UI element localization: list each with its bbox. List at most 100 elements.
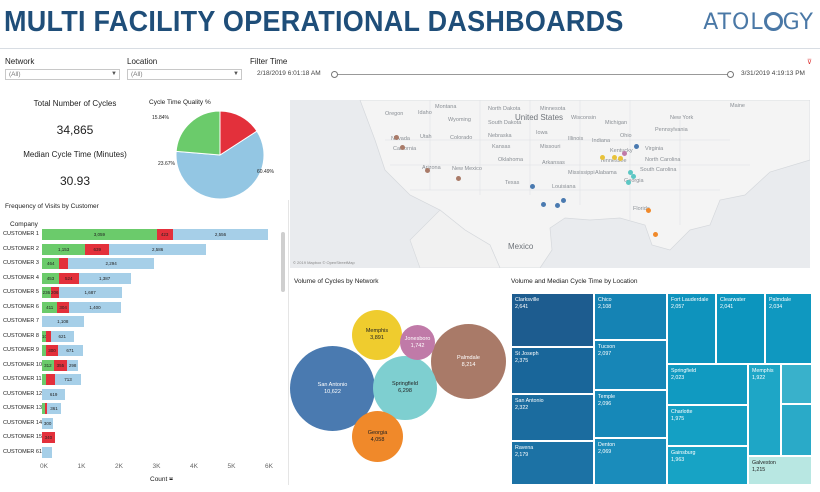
treemap-cell[interactable]: Charlotte 1,975 [667, 405, 748, 446]
time-slider-end-handle[interactable] [727, 71, 734, 78]
facility-marker[interactable] [631, 174, 636, 179]
bubble-georgia[interactable]: Georgia 4,058 [352, 411, 403, 462]
page-title: MULTI FACILITY OPERATIONAL DASHBOARDS [4, 6, 624, 38]
bar-segment[interactable] [42, 446, 52, 458]
facility-marker[interactable] [653, 232, 658, 237]
bar-segment[interactable]: 2,556 [172, 229, 269, 240]
treemap-cell[interactable]: Springfield 2,023 [667, 364, 748, 405]
bar-segment[interactable]: 1,687 [58, 287, 122, 298]
x-tick-label: 2K [115, 463, 123, 470]
visits-scrollbar[interactable] [281, 232, 285, 292]
facility-marker[interactable] [634, 144, 639, 149]
bar-segment[interactable]: 3,059 [42, 229, 157, 240]
treemap-cell[interactable] [781, 404, 812, 456]
bar-segment[interactable]: 109 [42, 330, 47, 342]
bubble-memphis[interactable]: Memphis 3,891 [352, 310, 402, 360]
clear-filter-icon[interactable]: ⊽ [806, 59, 812, 66]
bar-segment[interactable]: 411 [42, 301, 58, 313]
logo-ring-icon [763, 12, 783, 31]
facility-marker[interactable] [646, 208, 651, 213]
map-label-illinois: Illinois [568, 136, 584, 142]
time-slider-track[interactable] [334, 74, 732, 75]
treemap-cell[interactable]: Chico 2,108 [594, 293, 667, 340]
treemap-cell-value: 2,179 [515, 452, 529, 458]
bubble-palmdale[interactable]: Palmdale 8,214 [431, 324, 506, 399]
bar-segment[interactable]: 2,294 [68, 258, 155, 269]
facility-marker[interactable] [394, 135, 399, 140]
facility-marker[interactable] [400, 145, 405, 150]
bar-segment[interactable]: 300 [42, 417, 54, 429]
bar-segment[interactable] [42, 403, 46, 414]
bar-segment[interactable]: 713 [54, 374, 82, 385]
treemap-cell[interactable]: Clarksville 2,641 [511, 293, 594, 347]
bar-segment[interactable]: 236 [42, 287, 51, 298]
facility-marker[interactable] [555, 203, 560, 208]
bar-segment[interactable] [46, 330, 51, 342]
bar-segment[interactable]: 464 [42, 258, 60, 269]
treemap-cell[interactable]: St Joseph 2,375 [511, 347, 594, 394]
facility-marker[interactable] [622, 151, 627, 156]
facility-marker[interactable] [425, 168, 430, 173]
bubble-jonesboro[interactable]: Jonesboro 1,742 [400, 325, 435, 360]
facility-marker[interactable] [541, 202, 546, 207]
location-dropdown[interactable]: (All) ▼ [127, 69, 242, 80]
bar-segment[interactable] [46, 374, 55, 385]
pie-slice-bad[interactable] [219, 110, 258, 156]
treemap-cell[interactable]: San Antonio 2,322 [511, 394, 594, 441]
treemap-cell[interactable]: Temple 2,096 [594, 390, 667, 438]
bar-segment[interactable]: 2,586 [109, 243, 207, 255]
bar-segment[interactable]: 1,387 [78, 272, 131, 284]
bar-segment[interactable]: 639 [85, 243, 110, 255]
facility-marker[interactable] [618, 156, 623, 161]
time-slider-start-handle[interactable] [331, 71, 338, 78]
x-tick-label: 6K [265, 463, 273, 470]
bar-segment[interactable] [45, 403, 48, 414]
treemap-cell[interactable]: Memphis 1,922 [748, 364, 781, 456]
pie-slice-ok[interactable] [175, 110, 221, 156]
bar-segment[interactable]: 304 [57, 301, 69, 313]
treemap-cell[interactable] [781, 364, 812, 404]
bar-segment[interactable]: 671 [57, 345, 83, 356]
bar-segment[interactable]: 1,400 [68, 301, 122, 313]
bar-segment[interactable]: 361 [47, 403, 61, 414]
bar-segment[interactable]: 619 [42, 388, 66, 400]
bar-segment[interactable]: 298 [67, 359, 79, 371]
bar-segment[interactable]: 1,153 [42, 243, 86, 255]
facility-marker[interactable] [456, 176, 461, 181]
x-tick-label: 0K [40, 463, 48, 470]
bar-segment[interactable]: 524 [58, 272, 79, 284]
treemap-cell[interactable]: Gainsburg 1,963 [667, 446, 748, 485]
pie-slice-good[interactable] [175, 130, 265, 200]
facility-map[interactable]: United States Mexico Oregon Idaho Wyomin… [290, 100, 810, 268]
bar-segment[interactable]: 312 [42, 359, 54, 371]
treemap-cell[interactable]: Tucson 2,097 [594, 340, 667, 390]
bar-segment[interactable]: 355 [53, 359, 67, 371]
facility-marker[interactable] [561, 198, 566, 203]
map-label-virginia: Virginia [645, 146, 664, 152]
facility-marker[interactable] [626, 180, 631, 185]
facility-marker[interactable] [628, 170, 633, 175]
bar-segment[interactable]: 1,108 [42, 316, 84, 327]
treemap-cell[interactable]: Clearwater 2,041 [716, 293, 765, 364]
bar-segment[interactable]: 621 [50, 330, 74, 342]
bar-segment[interactable]: 206 [50, 287, 59, 298]
treemap-cell[interactable]: Galveston 1,215 [748, 456, 812, 485]
bar-segment[interactable]: 300 [46, 345, 58, 356]
bar-segment[interactable]: 453 [42, 272, 59, 284]
facility-marker[interactable] [612, 155, 617, 160]
median-cycle-time-label: Median Cycle Time (Minutes) [23, 150, 127, 159]
bar-segment[interactable] [42, 374, 47, 385]
bar-segment[interactable] [42, 345, 47, 356]
treemap-cell[interactable]: Palmdale 2,034 [765, 293, 812, 364]
treemap-cell[interactable]: Denton 2,069 [594, 438, 667, 485]
sort-icon[interactable]: ⩸ [169, 476, 174, 483]
treemap-cell[interactable]: Fort Lauderdale 2,057 [667, 293, 716, 364]
bar-segment[interactable]: 340 [42, 432, 55, 443]
bar-segment[interactable]: 423 [156, 229, 173, 240]
bubble-springfield[interactable]: Springfield 6,298 [373, 356, 437, 420]
bar-segment[interactable] [59, 258, 69, 269]
network-dropdown[interactable]: (All) ▼ [5, 69, 120, 80]
treemap-cell[interactable]: Ravena 2,179 [511, 441, 594, 485]
facility-marker[interactable] [600, 155, 605, 160]
facility-marker[interactable] [530, 184, 535, 189]
